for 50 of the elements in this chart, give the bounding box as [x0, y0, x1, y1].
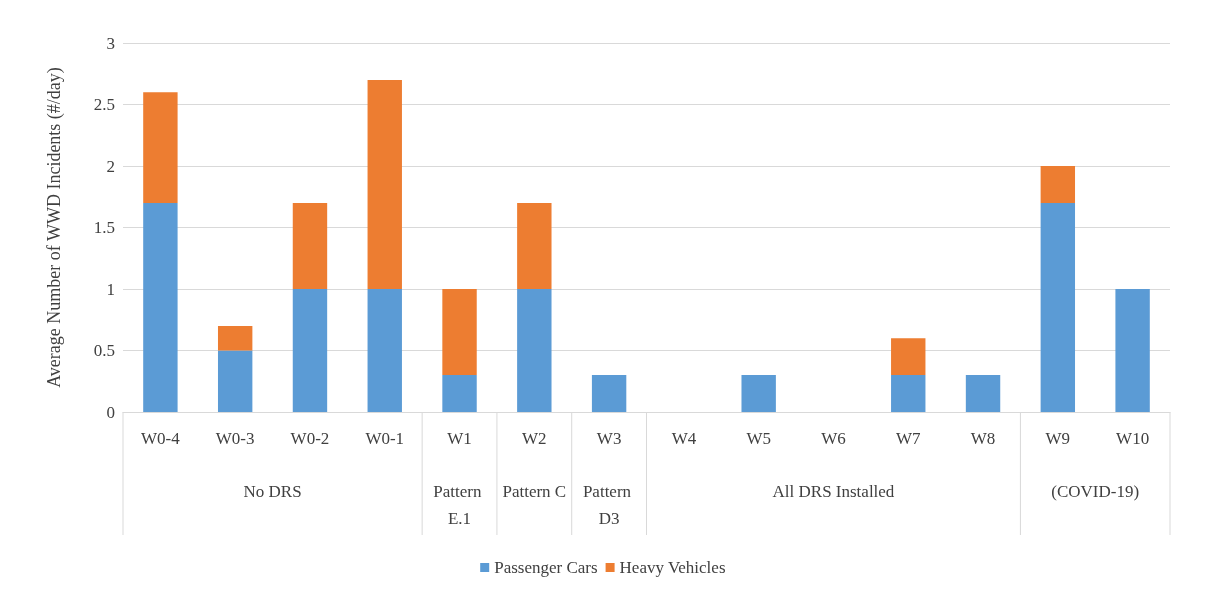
- y-tick-label: 2.5: [93, 95, 115, 114]
- bar: [741, 375, 776, 412]
- bar: [891, 338, 926, 376]
- bar: [292, 289, 328, 412]
- bar: [517, 202, 552, 289]
- text: (COVID-19): [1051, 482, 1140, 501]
- legend-label: Passenger Cars: [494, 558, 598, 577]
- bar: [517, 289, 552, 412]
- x-tick-label: W4: [671, 429, 697, 448]
- bar: [143, 92, 178, 203]
- x-tick-label: W9: [1045, 429, 1071, 448]
- y-tick-label: 1: [106, 279, 115, 299]
- bar: [442, 289, 477, 376]
- text: Pattern C: [502, 482, 567, 501]
- y-tick-label: 0: [106, 402, 115, 422]
- bar: [1040, 166, 1076, 203]
- x-tick-label: W0-3: [215, 429, 255, 448]
- text: Pattern D3: [582, 482, 636, 528]
- x-tick-label: W3: [596, 429, 622, 448]
- x-tick-label: W10: [1116, 429, 1150, 448]
- y-axis-title: Average Number of WWD Incidents (#/day): [44, 67, 65, 388]
- bar: [367, 79, 402, 289]
- bar: [367, 289, 402, 412]
- bar: [1115, 289, 1150, 412]
- bar: [965, 375, 1001, 412]
- bar: [292, 202, 328, 289]
- x-tick-label: W7: [895, 429, 922, 448]
- bar: [1040, 202, 1076, 412]
- x-tick-label: W5: [746, 429, 771, 448]
- bar: [143, 202, 178, 412]
- x-tick-label: W8: [970, 429, 996, 448]
- y-tick-label: 0.5: [93, 341, 115, 360]
- text: All DRS Installed: [772, 482, 895, 501]
- bar: [217, 350, 253, 412]
- text: Pattern E.1: [433, 482, 486, 528]
- y-tick-label: 2: [106, 156, 115, 176]
- bar: [891, 375, 926, 412]
- y-tick-label: 3: [106, 33, 115, 53]
- y-tick-label: 1.5: [93, 218, 115, 237]
- x-tick-label: W1: [447, 429, 472, 448]
- x-tick-label: W2: [522, 429, 547, 448]
- bar: [442, 375, 477, 412]
- x-tick-label: W0-1: [365, 429, 405, 448]
- x-tick-label: W0-4: [141, 429, 181, 448]
- bar: [217, 325, 253, 351]
- legend-label: Heavy Vehicles: [619, 558, 726, 577]
- text: No DRS: [243, 482, 302, 501]
- bar: [591, 375, 627, 412]
- x-tick-label: W6: [821, 429, 846, 448]
- x-tick-label: W0-2: [290, 429, 330, 448]
